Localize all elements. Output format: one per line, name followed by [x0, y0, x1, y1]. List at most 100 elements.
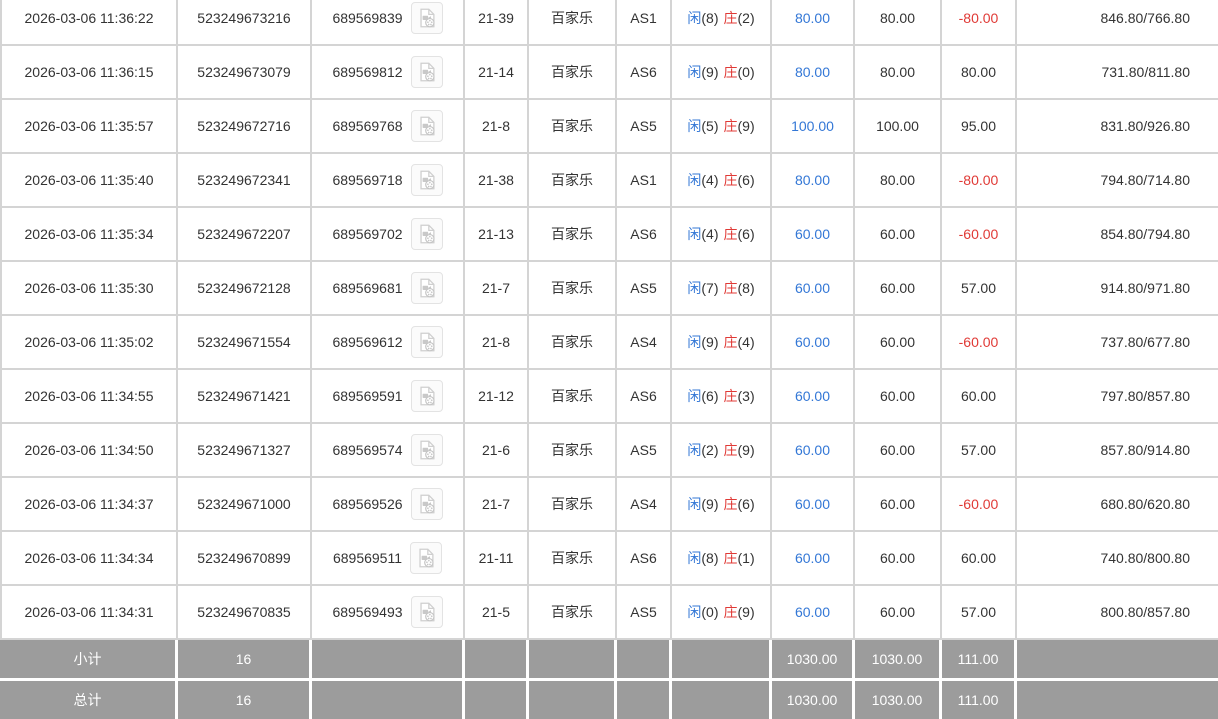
player-score: (7) [701, 280, 719, 296]
player-score: (9) [701, 64, 719, 80]
banker-score: (9) [737, 442, 755, 458]
game-id-cell: 689569591 [312, 370, 465, 424]
banker-score: (8) [737, 280, 755, 296]
video-replay-icon[interactable] [410, 218, 443, 250]
valid-bet-cell: 60.00 [855, 586, 942, 640]
banker-label: 庄 [723, 64, 738, 80]
game-type-cell: 百家乐 [529, 208, 617, 262]
winloss-cell: 80.00 [942, 46, 1017, 100]
balance-cell: 737.80/677.80 [1017, 316, 1218, 370]
video-replay-icon[interactable] [410, 164, 443, 196]
player-label: 闲 [687, 442, 702, 458]
bet-amount-link[interactable]: 60.00 [772, 586, 855, 640]
footer-empty-cell [529, 678, 617, 719]
game-id-value: 689569612 [332, 334, 403, 350]
player-score: (5) [701, 118, 719, 134]
winloss-cell: 60.00 [942, 532, 1017, 586]
bet-amount-link[interactable]: 60.00 [772, 478, 855, 532]
winloss-cell: 60.00 [942, 370, 1017, 424]
video-replay-icon[interactable] [410, 488, 443, 520]
bet-amount-link[interactable]: 100.00 [772, 100, 855, 154]
player-label: 闲 [687, 334, 702, 350]
game-id-value: 689569702 [332, 226, 403, 242]
balance-cell: 740.80/800.80 [1017, 532, 1218, 586]
time-cell: 2026-03-06 11:35:57 [0, 100, 178, 154]
subtotal-row: 小计 16 1030.00 1030.00 111.00 [0, 640, 1218, 678]
subtotal-winloss: 111.00 [942, 640, 1017, 678]
game-id-value: 689569574 [332, 442, 403, 458]
player-label: 闲 [687, 64, 702, 80]
table-cell: AS6 [617, 208, 672, 262]
bet-row: 2026-03-06 11:34:34 523249670899 6895695… [0, 532, 1218, 586]
video-replay-icon[interactable] [410, 380, 443, 412]
footer-empty-cell [672, 678, 772, 719]
bet-amount-link[interactable]: 60.00 [772, 424, 855, 478]
player-label: 闲 [687, 496, 702, 512]
bet-row: 2026-03-06 11:34:50 523249671327 6895695… [0, 424, 1218, 478]
bet-row: 2026-03-06 11:35:57 523249672716 6895697… [0, 100, 1218, 154]
footer-empty-cell [529, 640, 617, 678]
game-type-cell: 百家乐 [529, 262, 617, 316]
bet-row: 2026-03-06 11:34:37 523249671000 6895695… [0, 478, 1218, 532]
bet-amount-link[interactable]: 80.00 [772, 0, 855, 46]
bet-amount-link[interactable]: 60.00 [772, 532, 855, 586]
game-id-value: 689569812 [332, 64, 403, 80]
bet-amount-link[interactable]: 80.00 [772, 154, 855, 208]
valid-bet-cell: 80.00 [855, 46, 942, 100]
valid-bet-cell: 60.00 [855, 262, 942, 316]
video-replay-icon[interactable] [410, 56, 443, 88]
order-id-cell: 523249673079 [178, 46, 312, 100]
winloss-cell: -60.00 [942, 478, 1017, 532]
time-cell: 2026-03-06 11:36:15 [0, 46, 178, 100]
round-cell: 21-7 [465, 478, 529, 532]
time-cell: 2026-03-06 11:36:22 [0, 0, 178, 46]
game-id-cell: 689569574 [312, 424, 465, 478]
banker-score: (0) [737, 64, 755, 80]
bet-amount-link[interactable]: 60.00 [772, 370, 855, 424]
video-replay-icon[interactable] [410, 596, 443, 628]
video-replay-icon[interactable] [410, 326, 443, 358]
player-label: 闲 [687, 604, 702, 620]
game-id-value: 689569681 [332, 280, 403, 296]
video-replay-icon[interactable] [410, 2, 443, 34]
banker-score: (9) [737, 118, 755, 134]
table-cell: AS6 [617, 532, 672, 586]
round-cell: 21-12 [465, 370, 529, 424]
game-id-value: 689569839 [332, 10, 403, 26]
player-label: 闲 [687, 172, 702, 188]
table-footer: 小计 16 1030.00 1030.00 111.00 总计 16 [0, 640, 1218, 719]
banker-score: (6) [737, 496, 755, 512]
video-replay-icon[interactable] [410, 542, 443, 574]
player-label: 闲 [687, 388, 702, 404]
video-replay-icon[interactable] [410, 434, 443, 466]
bet-amount-link[interactable]: 60.00 [772, 316, 855, 370]
result-cell: 闲(8) 庄(2) [672, 0, 772, 46]
game-id-cell: 689569612 [312, 316, 465, 370]
winloss-cell: 57.00 [942, 262, 1017, 316]
result-cell: 闲(6) 庄(3) [672, 370, 772, 424]
table-body: 2026-03-06 11:36:22 523249673216 6895698… [0, 0, 1218, 640]
banker-label: 庄 [723, 388, 738, 404]
player-label: 闲 [687, 550, 702, 566]
time-cell: 2026-03-06 11:34:31 [0, 586, 178, 640]
subtotal-valid-amount: 1030.00 [855, 640, 942, 678]
result-cell: 闲(9) 庄(6) [672, 478, 772, 532]
bet-amount-link[interactable]: 60.00 [772, 262, 855, 316]
total-valid-amount: 1030.00 [855, 678, 942, 719]
video-replay-icon[interactable] [410, 272, 443, 304]
game-type-cell: 百家乐 [529, 586, 617, 640]
bet-amount-link[interactable]: 60.00 [772, 208, 855, 262]
subtotal-count: 16 [178, 640, 312, 678]
order-id-cell: 523249670835 [178, 586, 312, 640]
player-label: 闲 [687, 226, 702, 242]
total-bet-amount: 1030.00 [772, 678, 855, 719]
order-id-cell: 523249672128 [178, 262, 312, 316]
result-cell: 闲(0) 庄(9) [672, 586, 772, 640]
player-score: (0) [701, 604, 719, 620]
footer-empty-cell [672, 640, 772, 678]
footer-empty-cell [465, 640, 529, 678]
bet-amount-link[interactable]: 80.00 [772, 46, 855, 100]
game-id-cell: 689569812 [312, 46, 465, 100]
video-replay-icon[interactable] [410, 110, 443, 142]
